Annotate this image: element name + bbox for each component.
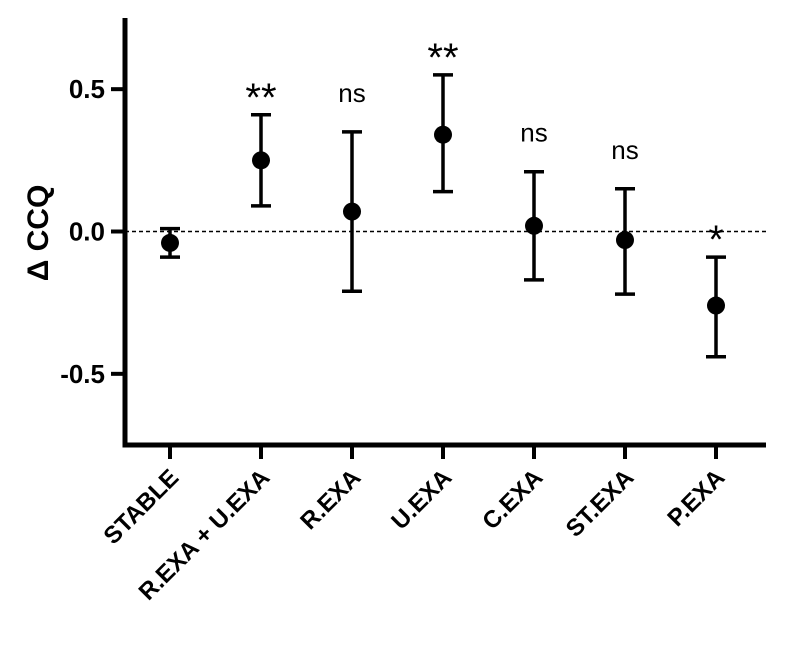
significance-label: ns — [611, 135, 638, 165]
axis-lines — [122, 18, 766, 448]
x-tick-label: P.EXA — [662, 464, 730, 532]
x-tick-label: ST.EXA — [561, 464, 640, 543]
data-point — [616, 231, 634, 250]
data-series — [160, 73, 726, 359]
data-point — [252, 151, 270, 170]
y-tick-label: -0.5 — [60, 359, 105, 389]
significance-label: ns — [520, 118, 547, 148]
significance-label: ** — [245, 76, 276, 120]
x-tick-label: C.EXA — [477, 464, 548, 535]
y-tick-label: 0.5 — [69, 74, 105, 104]
significance-label: * — [708, 218, 724, 262]
data-point — [525, 216, 543, 235]
data-point — [161, 233, 179, 252]
data-point — [707, 296, 725, 315]
data-point — [343, 202, 361, 221]
y-axis: -0.5 0.0 0.5 — [60, 18, 766, 448]
significance-label: ns — [338, 78, 365, 108]
x-tick-label: R.EXA — [295, 464, 366, 535]
y-tick-label: 0.0 — [69, 217, 105, 247]
data-point — [434, 125, 452, 144]
x-tick-label: U.EXA — [386, 464, 457, 535]
y-axis-label: Δ CCQ — [22, 185, 55, 282]
x-tick-label: STABLE — [99, 464, 185, 550]
significance-label: ** — [427, 36, 458, 80]
significance-annotations: ** ns ** ns ns * — [245, 36, 723, 262]
